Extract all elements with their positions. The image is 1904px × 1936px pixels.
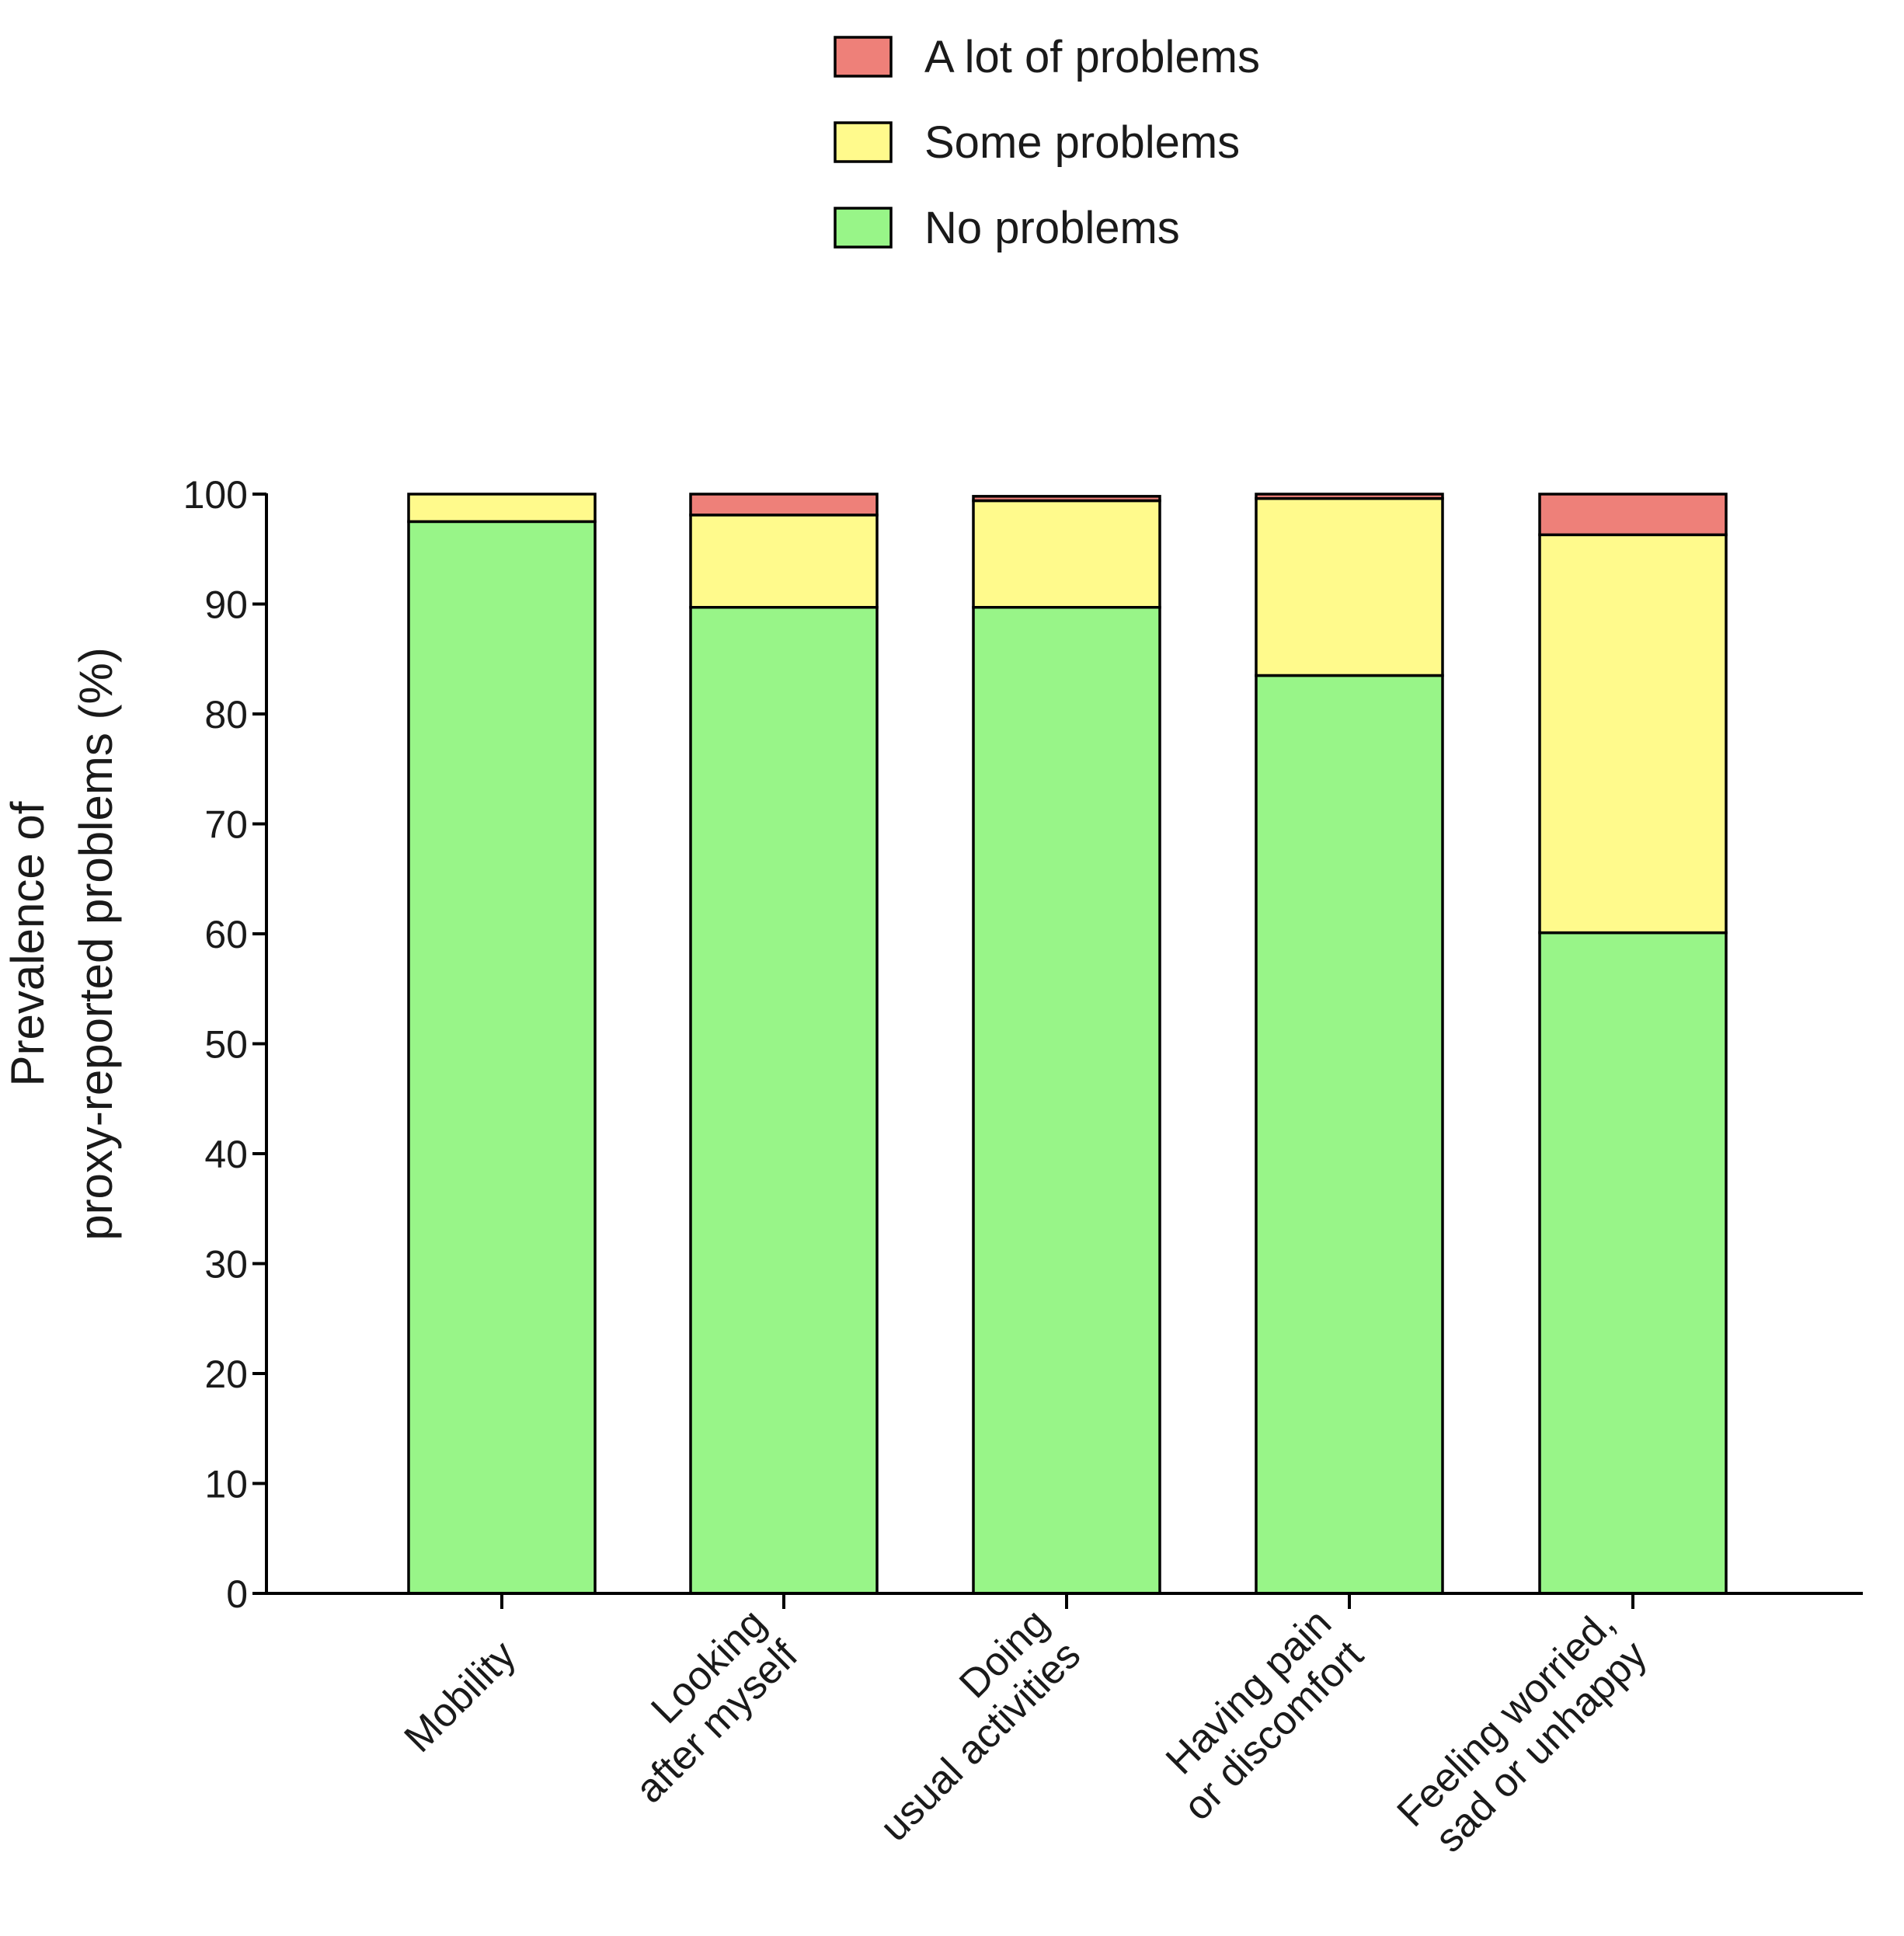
bar-having-pain-or-discomfort-some-problems <box>1255 496 1444 677</box>
y-axis-ticks: 0 10 20 30 40 50 60 70 80 90 100 <box>183 473 266 1616</box>
bar-mobility-no-problems <box>407 520 597 1595</box>
y-axis-title: Prevalence of proxy-reported problems (%) <box>2 647 122 1241</box>
y-tick-label-60: 60 <box>204 913 248 956</box>
x-category-label: Mobility <box>396 1632 525 1761</box>
y-tick-label-100: 100 <box>183 473 248 517</box>
y-tick-label-80: 80 <box>204 693 248 736</box>
bar-feeling-worried-sad-or-unhappy-a-lot-of-problems <box>1538 493 1728 537</box>
bar-doing-usual-activities-some-problems <box>972 499 1161 609</box>
x-label-group-0: Mobility <box>396 1632 525 1761</box>
bar-mobility-some-problems <box>407 493 597 524</box>
y-tick-label-90: 90 <box>204 583 248 627</box>
legend-swatch-some-problems <box>834 121 893 163</box>
bar-having-pain-or-discomfort-a-lot-of-problems <box>1255 493 1444 500</box>
y-tick-label-10: 10 <box>204 1463 248 1506</box>
legend-label-no-problems: No problems <box>924 203 1180 253</box>
legend: A lot of problems Some problems No problem… <box>834 32 1260 253</box>
bar-having-pain-or-discomfort-no-problems <box>1255 674 1444 1595</box>
bar-doing-usual-activities-no-problems <box>972 605 1161 1595</box>
bar-looking-after-myself-some-problems <box>689 514 879 609</box>
legend-swatch-a-lot-of-problems <box>834 36 893 78</box>
y-tick-label-30: 30 <box>204 1243 248 1287</box>
y-tick-label-20: 20 <box>204 1353 248 1396</box>
x-label-group-4: Feeling worried,sad or unhappy <box>1389 1600 1656 1861</box>
legend-label-a-lot-of-problems: A lot of problems <box>924 32 1260 82</box>
y-tick-label-50: 50 <box>204 1023 248 1067</box>
y-axis-title-line: proxy-reported problems (%) <box>70 647 122 1241</box>
y-tick-label-70: 70 <box>204 803 248 847</box>
y-tick-label-0: 0 <box>226 1572 248 1616</box>
y-tick-label-40: 40 <box>204 1133 248 1176</box>
bars <box>407 493 1728 1595</box>
bar-looking-after-myself-no-problems <box>689 605 879 1595</box>
bar-feeling-worried-sad-or-unhappy-some-problems <box>1538 533 1728 935</box>
legend-label-some-problems: Some problems <box>924 117 1240 168</box>
y-axis-title-group: Prevalence of proxy-reported problems (%) <box>2 647 122 1241</box>
legend-swatch-no-problems <box>834 207 893 249</box>
bar-looking-after-myself-a-lot-of-problems <box>689 493 879 517</box>
y-axis-title-line: Prevalence of <box>2 801 54 1086</box>
bar-doing-usual-activities-a-lot-of-problems <box>972 495 1161 503</box>
bar-feeling-worried-sad-or-unhappy-no-problems <box>1538 931 1728 1595</box>
